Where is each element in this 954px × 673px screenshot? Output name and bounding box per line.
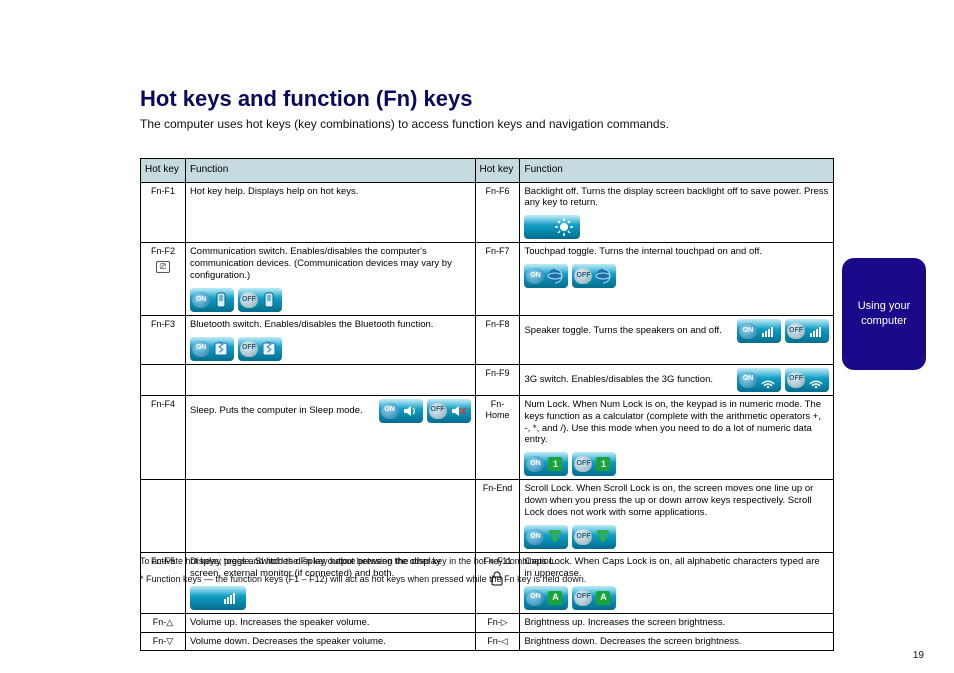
bt-icon <box>259 339 279 359</box>
hotkey-label: Fn-◁ <box>480 636 516 647</box>
function-description: Num Lock. When Num Lock is on, the keypa… <box>524 399 829 447</box>
scroll-icon <box>593 527 613 547</box>
function-description: Brightness up. Increases the screen brig… <box>524 617 829 629</box>
status-badge-on: ON <box>737 368 781 392</box>
status-badge-off: OFF <box>238 337 282 361</box>
function-description: Brightness down. Decreases the screen br… <box>524 636 829 648</box>
status-badge-on: ON <box>379 399 423 423</box>
table-row: Fn-F3 Bluetooth switch. Enables/disables … <box>141 315 834 364</box>
table-row: Fn-F4 Sleep. Puts the computer in Sleep m… <box>141 395 834 480</box>
function-description: Communication switch. Enables/disables t… <box>190 246 471 282</box>
status-badge-off: OFFA <box>572 586 616 610</box>
hotkey-label: Fn-F4 <box>145 399 181 410</box>
hotkey-label: Fn-F8 <box>480 319 516 330</box>
function-description: 3G switch. Enables/disables the 3G funct… <box>524 374 731 386</box>
function-description: Scroll Lock. When Scroll Lock is on, the… <box>524 483 829 519</box>
phone-icon <box>211 290 231 310</box>
table-row: Fn-▽ Volume down. Decreases the speaker v… <box>141 632 834 651</box>
table-row: Fn-F2 ⎚ Communication switch. Enables/disa… <box>141 243 834 316</box>
status-badge-on: ON <box>524 525 568 549</box>
page-title: Hot keys and function (Fn) keys <box>140 86 473 112</box>
table-row: Fn-△ Volume up. Increases the speaker vol… <box>141 613 834 632</box>
status-badge-off: OFF <box>427 399 471 423</box>
phone-icon <box>259 290 279 310</box>
status-badge-on: ON <box>737 319 781 343</box>
globe-icon <box>545 266 565 286</box>
wifi-bars-icon <box>758 321 778 341</box>
status-badge-on: ONA <box>524 586 568 610</box>
num1-icon: 1 <box>545 454 565 474</box>
status-badge <box>190 586 246 610</box>
function-description: Sleep. Puts the computer in Sleep mode. <box>190 405 373 417</box>
hotkey-label: Fn-F3 <box>145 319 181 330</box>
status-badge-off: OFF <box>572 264 616 288</box>
status-badge-on: ON1 <box>524 452 568 476</box>
footnote: To activate hot keys, press and hold the… <box>140 556 820 566</box>
function-description: Backlight off. Turns the display screen … <box>524 186 829 210</box>
scroll-icon <box>545 527 565 547</box>
col-header: Hot key <box>141 159 186 183</box>
page-number: 19 <box>913 650 924 661</box>
capsA-icon: A <box>545 588 565 608</box>
hotkey-label: Fn-F2 <box>145 246 181 257</box>
status-badge-on: ON <box>524 264 568 288</box>
hotkey-label: Fn-End <box>480 483 516 494</box>
col-header: Function <box>185 159 475 183</box>
hotkey-label: Fn-△ <box>145 617 181 628</box>
function-description: Bluetooth switch. Enables/disables the B… <box>190 319 471 331</box>
wifi-arc-icon <box>806 370 826 390</box>
col-header: Hot key <box>475 159 520 183</box>
status-badge-off: OFF <box>785 319 829 343</box>
function-description: Touchpad toggle. Turns the internal touc… <box>524 246 829 258</box>
hotkey-label: Fn-F1 <box>145 186 181 197</box>
wifi-bars-icon <box>806 321 826 341</box>
hotkey-label: Fn-F9 <box>480 368 516 379</box>
status-badge-off: OFF <box>572 525 616 549</box>
status-badge-off: OFF <box>238 288 282 312</box>
hotkey-label: Fn-▷ <box>480 617 516 628</box>
table-row: Fn-End Scroll Lock. When Scroll Lock is o… <box>141 480 834 553</box>
bt-icon <box>211 339 231 359</box>
globe-icon <box>593 266 613 286</box>
status-badge-on: ON <box>190 288 234 312</box>
col-header: Function <box>520 159 834 183</box>
function-description: Volume down. Decreases the speaker volum… <box>190 636 471 648</box>
status-badge-off: OFF1 <box>572 452 616 476</box>
status-badge-on: ON <box>190 337 234 361</box>
table-row: Fn-F1 Hot key help. Displays help on hot … <box>141 182 834 243</box>
side-tab: Using your computer <box>842 258 926 370</box>
bars-icon <box>220 588 240 608</box>
function-description: Volume up. Increases the speaker volume. <box>190 617 471 629</box>
function-description: Speaker toggle. Turns the speakers on an… <box>524 325 731 337</box>
status-badge-off: OFF <box>785 368 829 392</box>
hotkey-label: Fn-Home <box>480 399 516 422</box>
status-badge <box>524 215 580 239</box>
function-description: Hot key help. Displays help on hot keys. <box>190 186 471 198</box>
wifi-arc-icon <box>758 370 778 390</box>
hotkey-label: Fn-F6 <box>480 186 516 197</box>
hotkey-label: Fn-▽ <box>145 636 181 647</box>
table-header-row: Hot key Function Hot key Function <box>141 159 834 183</box>
speaker-icon <box>400 401 420 421</box>
sun-icon <box>554 217 574 237</box>
key-icon: ⎚ <box>156 261 170 273</box>
hotkey-label: Fn-F7 <box>480 246 516 257</box>
table-row: Fn-F9 3G switch. Enables/disables the 3G … <box>141 364 834 395</box>
page-subtitle: The computer uses hot keys (key combinat… <box>140 117 669 131</box>
speaker-icon <box>448 401 468 421</box>
capsA-icon: A <box>593 588 613 608</box>
footnote: * Function keys — the function keys (F1 … <box>140 574 820 584</box>
num1-icon: 1 <box>593 454 613 474</box>
